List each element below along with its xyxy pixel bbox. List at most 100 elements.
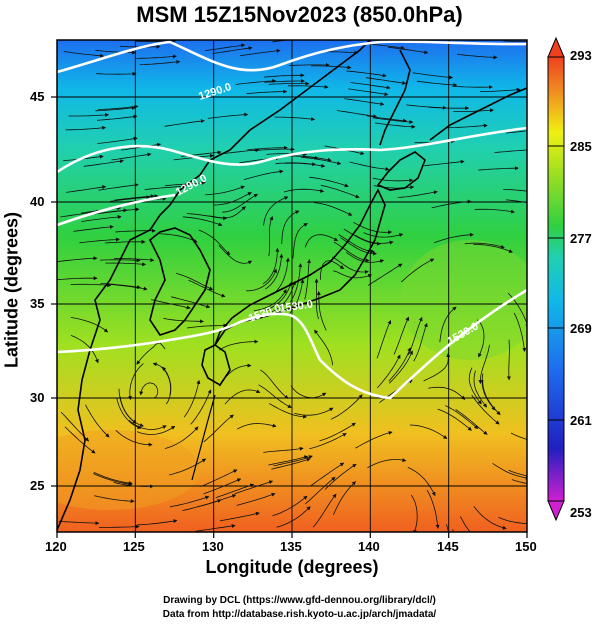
streamline-arrow: [446, 524, 449, 532]
streamline-arrow: [428, 106, 470, 111]
streamline-arrow: [367, 458, 407, 469]
streamline-arrow: [116, 398, 142, 429]
streamline-arrow: [468, 367, 482, 405]
streamline-arrow: [183, 379, 201, 418]
x-tick-label: 150: [515, 539, 537, 554]
streamline-arrow: [424, 159, 465, 167]
colorbar-tick-label: 261: [570, 413, 592, 428]
streamline-arrow: [319, 422, 356, 442]
streamline-arrow: [473, 244, 513, 253]
coastlines: [57, 40, 527, 531]
streamline-arrow: [203, 478, 242, 495]
x-tick-label: 140: [358, 539, 380, 554]
streamline-arrow: [456, 53, 498, 60]
kuril-islands: [429, 87, 527, 141]
streamline-arrow: [426, 489, 440, 529]
streamline-arrow: [79, 237, 120, 244]
credit-drawing: Drawing by DCL (https://www.gfd-dennou.o…: [163, 595, 436, 606]
streamline-arrow: [263, 446, 304, 453]
streamline-arrow: [65, 125, 107, 131]
wind-streamlines: [57, 40, 527, 532]
streamline-arrow: [473, 506, 507, 530]
streamline-arrow: [364, 43, 405, 50]
x-axis-label: Longitude (degrees): [205, 557, 379, 577]
streamline-arrow: [409, 424, 448, 439]
streamline-arrow: [128, 419, 167, 430]
contour-label-5: 1530.0: [279, 298, 314, 315]
streamline-arrow: [492, 462, 527, 480]
streamline-arrow: [57, 276, 98, 281]
honshu-island: [214, 188, 386, 346]
streamline-arrow: [275, 162, 317, 167]
streamline-arrow: [247, 145, 288, 151]
streamline-arrow: [203, 414, 234, 443]
x-tick-label: 130: [202, 539, 224, 554]
streamline-arrow: [235, 78, 277, 85]
credit-data: Data from http://database.rish.kyoto-u.a…: [162, 609, 437, 620]
y-tick-label: 35: [30, 296, 45, 311]
streamline-arrow: [213, 192, 252, 206]
streamline-arrow: [93, 473, 133, 486]
streamline-arrow: [283, 188, 325, 193]
streamline-arrow: [83, 159, 124, 167]
streamline-arrow: [96, 114, 138, 121]
streamline-arrow: [190, 389, 212, 425]
streamline-arrow: [64, 426, 96, 454]
streamline-arrow: [350, 82, 391, 90]
streamline-arrow: [95, 49, 137, 55]
streamline-arrow: [164, 119, 205, 127]
streamline-arrow: [508, 469, 527, 477]
streamline-arrow: [70, 283, 112, 288]
streamline-arrow: [219, 511, 260, 522]
streamline-arrow: [503, 189, 527, 192]
streamline-arrow: [338, 234, 375, 254]
streamline-arrow: [377, 354, 401, 389]
streamline-arrow: [447, 123, 488, 129]
streamline-arrow: [111, 152, 152, 161]
streamline-arrow: [423, 353, 451, 382]
streamline-arrow: [104, 239, 146, 244]
streamline-arrow: [243, 169, 284, 180]
streamline-arrow: [276, 506, 311, 528]
warm-anomaly-east: [400, 240, 527, 360]
streamline-arrow: [254, 147, 295, 152]
ryukyu-islands: [191, 394, 216, 481]
streamline-arrow: [98, 183, 139, 191]
streamline-arrow: [198, 229, 231, 256]
streamline-arrow: [245, 268, 277, 292]
streamline-arrow: [70, 317, 109, 333]
streamline-arrow: [439, 306, 457, 343]
x-tick-label: 135: [280, 539, 302, 554]
streamline-arrow: [349, 161, 390, 172]
streamline-arrow: [314, 329, 333, 366]
streamline-arrow: [219, 148, 260, 155]
streamline-arrow: [389, 350, 413, 384]
streamline-arrow: [144, 184, 186, 190]
y-tick-label: 25: [30, 478, 45, 493]
streamline-arrow: [85, 404, 110, 438]
streamline-arrow: [234, 480, 274, 495]
streamline-arrow: [212, 46, 253, 54]
streamline-arrow: [363, 232, 404, 238]
streamline-arrow: [269, 403, 308, 419]
streamline-arrow: [260, 369, 289, 399]
streamline-arrow: [272, 40, 291, 43]
streamline-arrow: [301, 157, 342, 166]
streamline-arrow: [480, 87, 521, 92]
streamline-arrow: [204, 43, 246, 51]
colorbar-tick-label: 277: [570, 231, 592, 246]
streamline-arrow: [332, 256, 369, 274]
streamline-arrow: [333, 481, 356, 515]
streamline-arrow: [246, 89, 288, 95]
streamline-arrow: [464, 242, 505, 249]
streamline-arrow: [320, 260, 345, 280]
streamline-arrow: [476, 319, 485, 358]
streamline-arrow: [437, 408, 472, 431]
streamline-arrow: [253, 289, 287, 312]
streamline-arrow: [460, 516, 471, 532]
streamline-arrow: [58, 521, 100, 526]
streamline-arrow: [393, 316, 410, 355]
streamline-arrow: [197, 494, 237, 508]
streamline-arrow: [171, 296, 211, 309]
sakhalin-coast: [379, 49, 411, 146]
